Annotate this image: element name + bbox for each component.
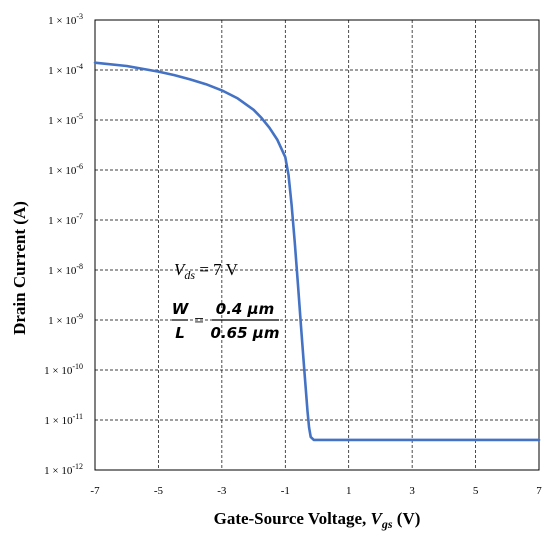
y-tick-label: 1 × 10-4	[48, 62, 83, 77]
x-tick-label: 3	[409, 485, 415, 497]
x-axis-title: Gate-Source Voltage, Vgs (V)	[214, 509, 421, 531]
series-line	[93, 61, 541, 442]
y-tick-label: 1 × 10-10	[44, 362, 83, 377]
y-axis-title: Drain Current (A)	[10, 201, 29, 335]
x-tick-label: -7	[90, 485, 100, 497]
l-label: L	[175, 324, 185, 342]
series-lines	[93, 61, 541, 442]
grid	[95, 20, 539, 470]
y-tick-label: 1 × 10-6	[48, 162, 83, 177]
y-tick-label: 1 × 10-9	[48, 312, 83, 327]
annotation: Vds = 7 V W L = 0.4 μm 0.65 μm	[172, 260, 280, 342]
x-tick-label: -5	[154, 485, 164, 497]
plot-frame	[94, 19, 540, 471]
x-tick-label: -3	[217, 485, 227, 497]
y-tick-label: 1 × 10-8	[48, 262, 83, 277]
x-tick-label: 5	[473, 485, 479, 497]
y-tick-label: 1 × 10-5	[48, 112, 83, 127]
x-tick-label: 1	[346, 485, 352, 497]
vds-label: Vds = 7 V	[174, 260, 239, 282]
y-tick-label: 1 × 10-11	[44, 412, 83, 427]
y-tick-label: 1 × 10-7	[48, 212, 83, 227]
x-tick-label: -1	[281, 485, 290, 497]
l-value: 0.65 μm	[211, 324, 280, 342]
equals-sign: =	[194, 311, 204, 330]
x-tick-label: 7	[536, 485, 542, 497]
y-tick-labels: 1 × 10-12 1 × 10-11 1 × 10-10 1 × 10-9 1 × 1…	[44, 12, 83, 477]
x-tick-labels: -7 -5 -3 -1 1 3 5 7	[90, 485, 542, 497]
y-tick-label: 1 × 10-3	[48, 12, 83, 27]
w-label: W	[172, 300, 190, 318]
w-value: 0.4 μm	[216, 300, 274, 318]
y-tick-label: 1 × 10-12	[44, 462, 83, 477]
